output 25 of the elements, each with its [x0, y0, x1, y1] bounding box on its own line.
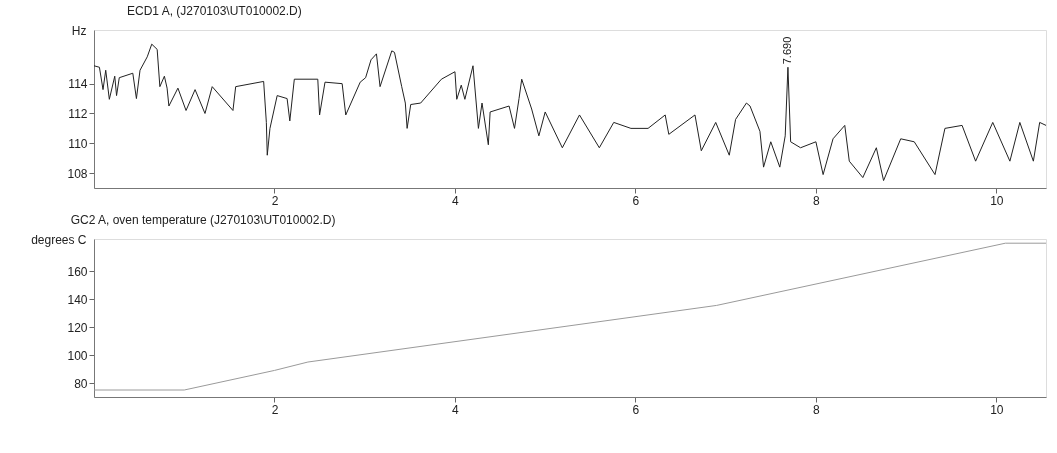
line-series [94, 242, 1046, 391]
x-tick-label: 8 [813, 402, 821, 417]
x-tick-label: 10 [990, 193, 1004, 208]
x-tick-label: 2 [271, 193, 279, 208]
y-tick-label: 160 [67, 264, 88, 279]
y-tick-label: 80 [74, 376, 88, 391]
chart-title: GC2 A, oven temperature (J270103\UT010002.D) [70, 213, 336, 227]
x-tick-label: 6 [632, 402, 640, 417]
x-tick-label: 10 [990, 402, 1004, 417]
x-tick-label: 4 [452, 193, 460, 208]
y-tick-label: 140 [67, 292, 88, 307]
x-tick-label: 8 [813, 193, 821, 208]
chart-title: ECD1 A, (J270103\UT010002.D) [126, 4, 302, 18]
y-axis-title: degrees C [31, 232, 87, 247]
y-tick-label: 114 [68, 77, 88, 92]
annotation: 7.690 [780, 36, 793, 65]
x-tick-label: 4 [452, 402, 460, 417]
y-tick-label: 100 [67, 348, 88, 363]
x-tick-label: 2 [271, 402, 279, 417]
y-tick-label: 112 [68, 106, 88, 121]
y-tick-label: 110 [68, 136, 88, 151]
y-axis-title: Hz [71, 23, 87, 38]
y-tick-label: 120 [67, 320, 88, 335]
y-tick-label: 108 [67, 166, 88, 181]
x-tick-label: 6 [632, 193, 640, 208]
